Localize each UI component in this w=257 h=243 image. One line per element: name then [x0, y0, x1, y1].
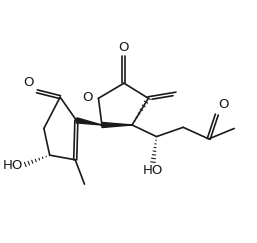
Text: O: O — [218, 98, 228, 111]
Text: HO: HO — [3, 159, 23, 172]
Polygon shape — [102, 122, 132, 128]
Text: O: O — [82, 91, 93, 104]
Text: O: O — [119, 41, 129, 54]
Text: O: O — [23, 76, 33, 89]
Text: HO: HO — [143, 165, 163, 177]
Polygon shape — [76, 118, 102, 125]
